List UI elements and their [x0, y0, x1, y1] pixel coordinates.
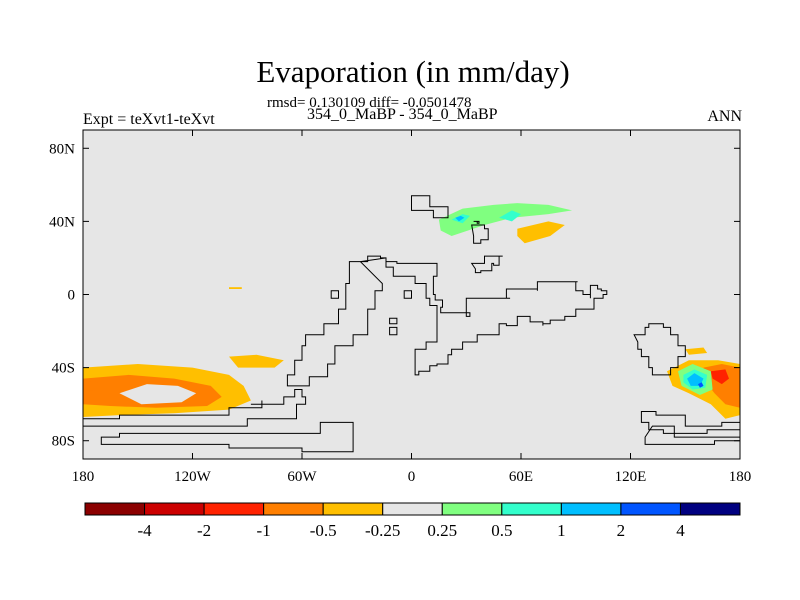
colorbar-label: 4	[676, 521, 685, 540]
chart-title: Evaporation (in mm/day)	[256, 54, 570, 89]
colorbar-swatch	[501, 502, 562, 516]
right-label: ANN	[707, 108, 742, 125]
colorbar-swatch	[679, 502, 741, 516]
x-tick-label: 60E	[509, 469, 533, 485]
coastline-6	[330, 290, 339, 299]
coastline-0	[411, 195, 449, 219]
coastline-1	[471, 224, 489, 244]
contour-region-2	[119, 384, 197, 405]
coastline-9	[403, 290, 412, 299]
coastline-5	[286, 261, 383, 387]
x-tick-label: 60W	[287, 469, 317, 485]
coastline-3	[470, 255, 503, 274]
colorbar-label: 0.25	[427, 521, 457, 540]
colorbar-label: 1	[557, 521, 566, 540]
colorbar-label: -2	[197, 521, 211, 540]
left-label: Expt = teXvt1-teXvt	[83, 111, 215, 128]
colorbar-swatch	[322, 502, 384, 516]
x-axis: 180 120W 60W 0 60E 120E 180	[72, 130, 752, 485]
colorbar-label: -0.5	[310, 521, 337, 540]
coastlines	[83, 195, 740, 453]
colorbar-swatch	[203, 502, 265, 516]
coastline-12	[633, 323, 686, 376]
colorbar: -4 -2 -1 -0.5 -0.25 0.25 0.5 1 2 4	[84, 502, 741, 540]
contour-region-14	[710, 369, 729, 385]
coastline-13	[640, 411, 740, 434]
y-tick-label: 40N	[49, 214, 75, 230]
contour-region-17	[687, 373, 704, 386]
contour-region-18	[698, 382, 704, 388]
contour-region-11	[685, 347, 708, 355]
y-tick-label: 40S	[52, 361, 75, 377]
coastline-11	[100, 421, 354, 453]
coastline-7	[389, 317, 398, 325]
colorbar-swatch	[620, 502, 681, 516]
y-tick-label: 80S	[52, 434, 75, 450]
colorbar-swatch	[144, 502, 205, 516]
chart-subtitle: rmsd= 0.130109 diff= -0.0501478	[267, 95, 472, 111]
colorbar-swatch	[441, 502, 503, 516]
x-tick-label: 120E	[615, 469, 647, 485]
colorbar-swatch	[560, 502, 622, 516]
colorbar-label: 2	[617, 521, 626, 540]
colorbar-swatch	[382, 502, 443, 516]
coastline-4	[360, 255, 608, 376]
x-tick-label: 180	[72, 469, 95, 485]
y-tick-label: 0	[68, 288, 76, 304]
x-tick-label: 120W	[174, 469, 212, 485]
colorbar-label: -0.25	[365, 521, 400, 540]
x-tick-label: 180	[729, 469, 752, 485]
colorbar-label: -1	[257, 521, 271, 540]
center-label: 354_0_MaBP - 354_0_MaBP	[307, 106, 498, 123]
colorbar-swatch	[84, 502, 146, 516]
colorbar-label: 0.5	[491, 521, 512, 540]
contour-region-10	[517, 221, 565, 244]
contour-region-9	[455, 215, 465, 222]
contour-region-3	[83, 380, 102, 392]
y-tick-label: 80N	[49, 141, 75, 157]
contour-region-4	[229, 354, 284, 368]
colorbar-swatch	[263, 502, 324, 516]
contour-regions	[83, 203, 740, 419]
coastline-14	[644, 425, 740, 445]
y-axis: 80N 40N 0 40S 80S	[49, 141, 740, 450]
coastline-8	[389, 326, 398, 336]
colorbar-label: -4	[137, 521, 152, 540]
coastline-2	[473, 220, 480, 224]
contour-region-5	[229, 287, 242, 289]
contour-region-7	[499, 210, 521, 222]
coastline-10	[83, 389, 307, 427]
x-tick-label: 0	[408, 469, 416, 485]
